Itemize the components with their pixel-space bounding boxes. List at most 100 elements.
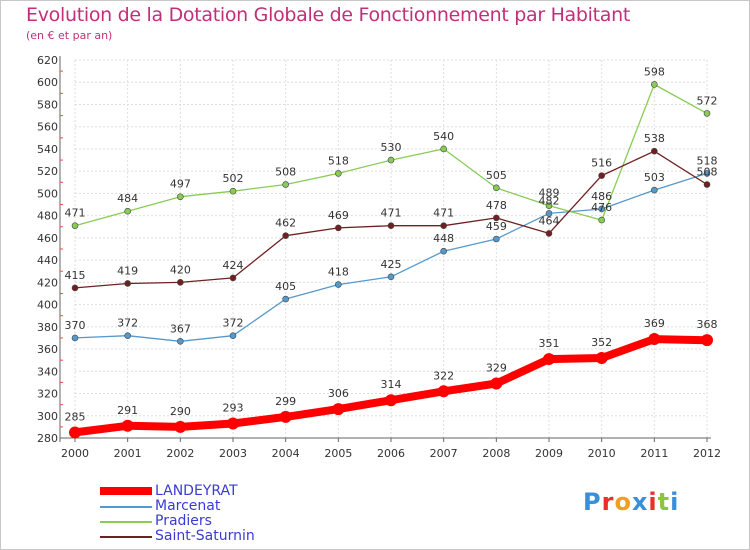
data-label-landeyrat: 322 <box>433 369 454 382</box>
x-tick-label: 2012 <box>693 447 721 460</box>
data-label-pradiers: 508 <box>275 166 296 179</box>
data-point-saint-saturnin <box>598 172 605 179</box>
data-label-pradiers: 518 <box>328 154 349 167</box>
x-tick-label: 2002 <box>166 447 194 460</box>
data-point-marcenat <box>71 334 79 342</box>
data-label-pradiers: 502 <box>223 172 244 185</box>
x-tick-label: 2001 <box>114 447 142 460</box>
data-label-saint-saturnin: 424 <box>223 259 244 272</box>
data-point-saint-saturnin <box>703 181 711 188</box>
chart-title: Evolution de la Dotation Globale de Fonc… <box>26 4 631 26</box>
x-tick-label: 2003 <box>219 447 247 460</box>
data-point-saint-saturnin <box>71 284 79 292</box>
data-point-pradiers <box>282 181 289 188</box>
data-point-landeyrat <box>121 419 134 432</box>
x-tick-label: 2009 <box>535 447 563 460</box>
y-tick-label: 280 <box>37 432 58 445</box>
data-point-pradiers <box>387 156 395 164</box>
x-tick-label: 2000 <box>61 447 89 460</box>
x-tick-label: 2006 <box>377 447 405 460</box>
y-tick-label: 580 <box>37 98 58 111</box>
data-point-marcenat <box>177 337 184 345</box>
data-label-marcenat: 459 <box>486 220 507 233</box>
y-tick-label: 420 <box>37 276 58 289</box>
data-label-pradiers: 505 <box>486 169 507 182</box>
x-tick-label: 2007 <box>430 447 458 460</box>
data-point-pradiers <box>651 81 658 88</box>
data-point-pradiers <box>71 222 79 229</box>
x-tick-label: 2008 <box>482 447 510 460</box>
data-point-marcenat <box>387 273 395 281</box>
data-point-pradiers <box>440 145 447 153</box>
legend-label: Saint-Saturnin <box>155 528 255 544</box>
data-label-saint-saturnin: 415 <box>65 269 86 282</box>
data-point-pradiers <box>335 170 342 177</box>
data-label-landeyrat: 368 <box>697 318 718 331</box>
data-point-saint-saturnin <box>282 232 289 239</box>
data-point-marcenat <box>282 295 289 303</box>
legend-swatch <box>100 487 152 495</box>
data-point-pradiers <box>703 110 711 117</box>
data-label-pradiers: 489 <box>539 187 560 200</box>
data-label-marcenat: 448 <box>433 232 454 245</box>
data-label-saint-saturnin: 469 <box>328 209 349 222</box>
y-tick-label: 380 <box>37 321 58 334</box>
data-point-pradiers <box>493 184 500 192</box>
x-tick-label: 2005 <box>324 447 352 460</box>
y-tick-label: 300 <box>37 410 58 423</box>
data-label-landeyrat: 291 <box>117 404 138 417</box>
data-point-marcenat <box>545 210 553 217</box>
data-label-marcenat: 405 <box>275 280 296 293</box>
chart-data-labels: 370 372 367 372 405 418 425 448 459 482 486 503 518 4… <box>65 65 718 423</box>
data-point-landeyrat <box>385 394 397 407</box>
data-point-saint-saturnin <box>124 280 131 287</box>
y-tick-label: 620 <box>37 54 58 67</box>
data-point-landeyrat <box>69 426 81 439</box>
data-point-saint-saturnin <box>440 222 447 229</box>
y-tick-label: 560 <box>37 121 58 134</box>
data-label-saint-saturnin: 538 <box>644 132 665 145</box>
data-label-saint-saturnin: 462 <box>275 217 296 230</box>
y-tick-label: 500 <box>37 187 58 200</box>
y-tick-label: 460 <box>37 232 58 245</box>
data-label-landeyrat: 352 <box>591 336 612 349</box>
data-point-marcenat <box>229 332 237 340</box>
x-tick-label: 2010 <box>588 447 616 460</box>
x-tick-label: 2004 <box>272 447 300 460</box>
data-label-landeyrat: 369 <box>644 317 665 330</box>
data-point-marcenat <box>703 170 711 177</box>
y-tick-label: 520 <box>37 165 58 178</box>
data-label-pradiers: 572 <box>697 94 718 107</box>
data-label-saint-saturnin: 420 <box>170 263 191 276</box>
data-point-landeyrat <box>648 333 661 346</box>
data-label-saint-saturnin: 516 <box>591 157 612 170</box>
data-point-marcenat <box>651 186 658 194</box>
legend-label: LANDEYRAT <box>155 483 238 499</box>
data-label-marcenat: 425 <box>381 258 402 271</box>
data-label-pradiers: 484 <box>117 192 138 205</box>
x-tick-label: 2011 <box>640 447 668 460</box>
data-point-landeyrat <box>543 353 555 366</box>
data-point-saint-saturnin <box>545 230 553 237</box>
data-label-saint-saturnin: 478 <box>486 199 507 212</box>
data-label-marcenat: 370 <box>65 319 86 332</box>
chart-series <box>69 81 713 439</box>
data-label-landeyrat: 314 <box>381 378 402 391</box>
legend-swatch <box>100 506 152 508</box>
data-point-marcenat <box>598 205 605 213</box>
data-label-landeyrat: 306 <box>328 387 349 400</box>
data-label-saint-saturnin: 419 <box>117 264 138 277</box>
data-point-pradiers <box>545 202 553 209</box>
data-point-pradiers <box>598 216 605 224</box>
data-point-saint-saturnin <box>493 214 500 222</box>
data-label-marcenat: 486 <box>591 190 612 203</box>
data-point-pradiers <box>229 187 237 195</box>
data-point-landeyrat <box>490 377 503 390</box>
y-tick-label: 340 <box>37 365 58 378</box>
data-label-marcenat: 482 <box>539 194 560 207</box>
chart-subtitle: (en € et par an) <box>26 29 113 42</box>
y-tick-label: 600 <box>37 76 58 89</box>
data-point-marcenat <box>440 247 447 255</box>
data-point-landeyrat <box>227 417 239 430</box>
